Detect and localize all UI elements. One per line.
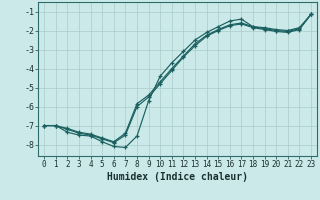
X-axis label: Humidex (Indice chaleur): Humidex (Indice chaleur)	[107, 172, 248, 182]
